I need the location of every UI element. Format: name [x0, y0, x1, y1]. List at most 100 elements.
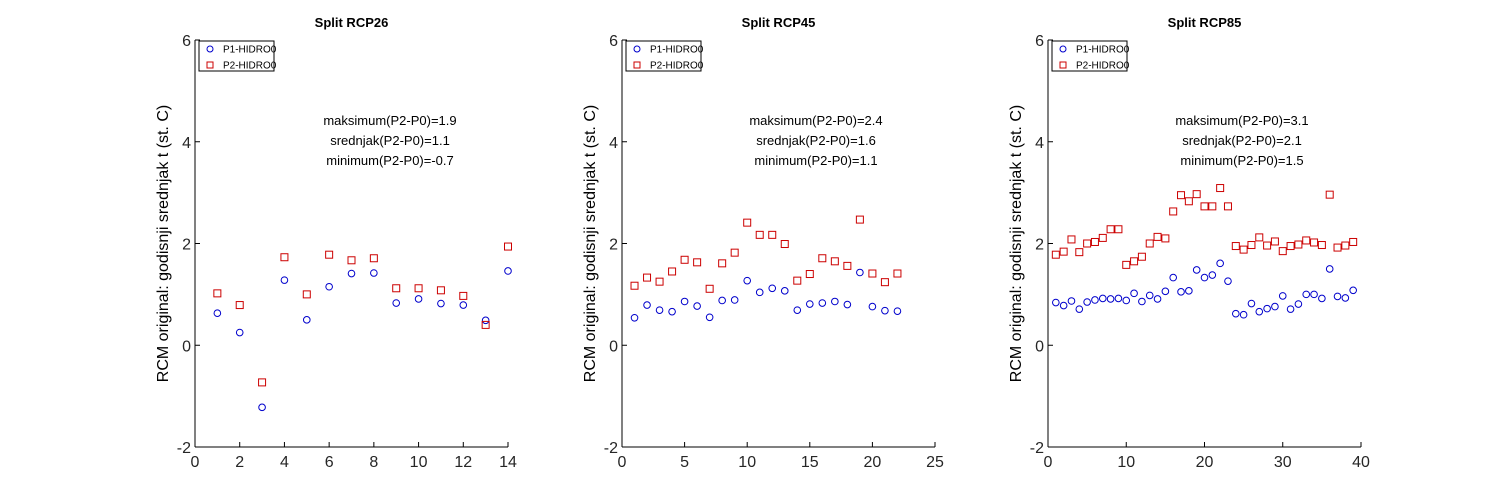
data-point-p2	[1317, 241, 1326, 250]
data-point-p1	[1083, 298, 1091, 306]
data-point-p1	[1138, 297, 1146, 306]
data-point-p1	[1294, 300, 1303, 308]
data-point-p1	[680, 297, 689, 306]
data-point-p1	[1333, 292, 1342, 301]
data-point-p2	[1090, 237, 1099, 246]
data-point-p1	[668, 307, 676, 316]
data-point-p1	[1341, 294, 1350, 302]
data-point-p1	[793, 306, 802, 314]
y-tick-label: 4	[1035, 135, 1044, 152]
data-point-p1	[705, 313, 714, 322]
x-tick-label: 6	[325, 454, 334, 471]
data-point-p1	[1302, 290, 1311, 299]
data-point-p2	[1137, 252, 1146, 261]
data-point-p1	[1106, 295, 1115, 303]
data-point-p2	[302, 290, 311, 299]
chart-title: Split RCP26	[315, 15, 389, 30]
data-point-p1	[1310, 290, 1318, 299]
chart-title: Split RCP45	[742, 15, 816, 30]
legend-label: P1-HIDRO0	[223, 45, 277, 56]
data-point-p1	[1232, 309, 1240, 318]
data-point-p2	[880, 278, 889, 287]
legend-marker-circle	[1059, 45, 1067, 53]
data-point-p2	[893, 269, 902, 278]
y-axis-label: RCM original: godisnji srednjak t (st. C…	[155, 105, 172, 382]
data-point-p2	[1333, 243, 1342, 252]
x-tick-label: 30	[1274, 454, 1292, 471]
data-point-p2	[1341, 241, 1350, 250]
data-point-p1	[1153, 295, 1162, 303]
data-point-p2	[630, 281, 639, 290]
data-point-p2	[1255, 233, 1264, 242]
data-point-p2	[643, 273, 652, 282]
x-tick-label: 0	[618, 454, 627, 471]
data-point-p2	[1059, 247, 1068, 256]
data-point-p1	[730, 296, 739, 304]
data-point-p1	[1130, 289, 1138, 298]
legend-label: P1-HIDRO0	[1076, 45, 1130, 56]
y-tick-label: 0	[182, 338, 191, 355]
data-point-p2	[1294, 240, 1303, 249]
data-point-p2	[1177, 191, 1186, 200]
data-point-p2	[459, 291, 468, 300]
data-point-p2	[793, 276, 802, 285]
data-point-p1	[1224, 277, 1232, 285]
data-point-p2	[755, 230, 764, 239]
data-point-p2	[1239, 245, 1248, 254]
data-point-p2	[325, 250, 334, 259]
legend-marker-circle	[206, 45, 214, 53]
x-tick-label: 8	[369, 454, 378, 471]
data-point-p2	[1349, 237, 1358, 246]
data-point-p2	[1231, 242, 1240, 251]
data-point-p1	[347, 269, 356, 278]
data-point-p1	[868, 302, 877, 311]
data-point-p1	[392, 299, 401, 307]
data-point-p2	[855, 215, 864, 224]
data-point-p2	[705, 284, 714, 293]
data-point-p2	[1114, 225, 1123, 234]
data-point-p2	[1286, 242, 1295, 251]
data-point-p2	[1130, 257, 1139, 266]
data-point-p2	[1184, 197, 1193, 206]
legend-label: P2-HIDRO0	[650, 61, 704, 72]
x-tick-label: 20	[864, 454, 882, 471]
data-point-p1	[280, 276, 289, 284]
data-point-p2	[805, 270, 814, 279]
data-point-p2	[1223, 202, 1232, 211]
data-point-p1	[843, 300, 852, 309]
data-point-p2	[1270, 237, 1279, 246]
legend-label: P2-HIDRO0	[223, 61, 277, 72]
data-point-p2	[258, 378, 267, 387]
annotation-text: maksimum(P2-P0)=1.9	[323, 113, 456, 128]
legend-marker-circle	[633, 45, 641, 53]
x-tick-label: 0	[191, 454, 200, 471]
x-tick-label: 5	[680, 454, 689, 471]
data-point-p1	[1177, 288, 1185, 296]
data-point-p2	[730, 248, 739, 257]
annotation-text: maksimum(P2-P0)=3.1	[1175, 113, 1308, 128]
data-point-p1	[437, 299, 445, 308]
y-tick-label: -2	[604, 440, 618, 457]
data-point-p1	[780, 287, 789, 295]
data-point-p2	[1278, 247, 1287, 256]
data-point-p2	[1051, 250, 1060, 259]
annotation-text: minimum(P2-P0)=1.5	[1180, 153, 1303, 168]
data-point-p1	[1059, 301, 1068, 310]
data-point-p1	[1169, 273, 1177, 282]
y-tick-label: 6	[609, 33, 618, 50]
data-point-p2	[768, 230, 777, 239]
data-point-p2	[1098, 233, 1107, 242]
data-point-p2	[718, 259, 727, 268]
data-point-p1	[1185, 287, 1193, 295]
data-point-p2	[1106, 225, 1115, 234]
data-point-p1	[893, 307, 902, 315]
data-point-p2	[414, 284, 423, 293]
data-point-p1	[1247, 299, 1256, 308]
data-point-p2	[481, 320, 490, 329]
data-point-p2	[436, 286, 445, 295]
data-point-p1	[1208, 271, 1217, 279]
data-point-p1	[818, 299, 827, 307]
data-point-p1	[325, 282, 333, 291]
data-point-p2	[680, 255, 689, 264]
